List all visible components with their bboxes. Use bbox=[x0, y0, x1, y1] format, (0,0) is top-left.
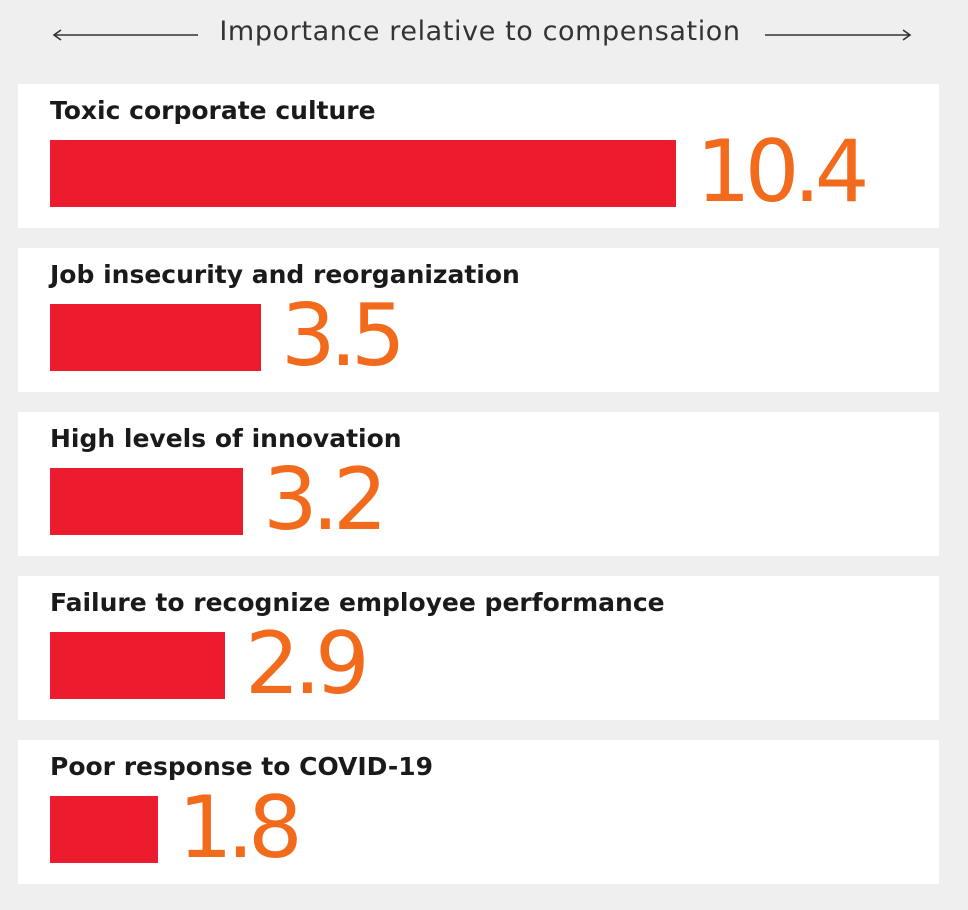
bar-panels: Toxic corporate culture 10.4 Job insecur… bbox=[18, 84, 939, 904]
bar bbox=[50, 304, 261, 371]
chart-header: Importance relative to compensation bbox=[0, 0, 968, 70]
bar-panel: Poor response to COVID-19 1.8 bbox=[18, 740, 939, 884]
bar bbox=[50, 140, 676, 207]
bar bbox=[50, 632, 225, 699]
bar bbox=[50, 796, 158, 863]
value-label: 10.4 bbox=[696, 122, 870, 222]
bar-panel: Failure to recognize employee performanc… bbox=[18, 576, 939, 720]
value-label: 3.2 bbox=[263, 450, 388, 550]
value-label: 1.8 bbox=[178, 778, 303, 878]
value-label: 3.5 bbox=[281, 286, 406, 386]
value-label: 2.9 bbox=[245, 614, 370, 714]
left-arrow-icon bbox=[52, 29, 198, 41]
category-label: Failure to recognize employee performanc… bbox=[50, 588, 665, 617]
chart-title: Importance relative to compensation bbox=[219, 16, 741, 47]
bar bbox=[50, 468, 243, 535]
right-arrow-icon bbox=[765, 29, 912, 41]
category-label: Poor response to COVID-19 bbox=[50, 752, 434, 781]
bar-panel: High levels of innovation 3.2 bbox=[18, 412, 939, 556]
bar-panel: Toxic corporate culture 10.4 bbox=[18, 84, 939, 228]
category-label: High levels of innovation bbox=[50, 424, 402, 453]
category-label: Job insecurity and reorganization bbox=[50, 260, 520, 289]
bar-panel: Job insecurity and reorganization 3.5 bbox=[18, 248, 939, 392]
category-label: Toxic corporate culture bbox=[50, 96, 376, 125]
